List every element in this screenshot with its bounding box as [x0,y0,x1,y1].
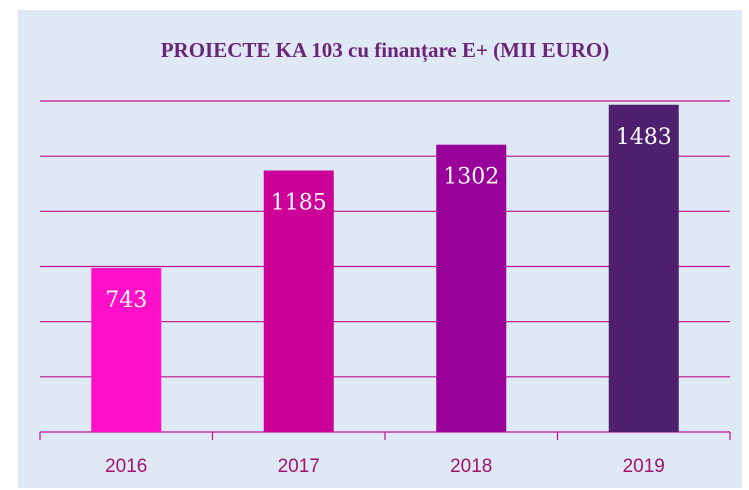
bar [436,144,507,432]
value-label: 1302 [443,165,499,190]
bar [608,104,679,432]
value-label: 1483 [616,125,672,150]
x-tick-label: 2018 [450,456,492,477]
chart-title: PROIECTE KA 103 cu finanțare E+ (MII EUR… [161,38,610,63]
bar [263,170,334,432]
bar [91,268,162,432]
x-tick-label: 2016 [105,456,147,477]
x-tick-label: 2017 [278,456,320,477]
value-label: 1185 [271,191,327,216]
value-label: 743 [105,288,147,313]
x-tick-label: 2019 [623,456,665,477]
